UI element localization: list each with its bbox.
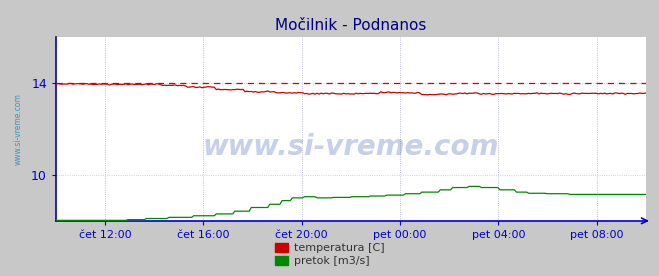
Title: Močilnik - Podnanos: Močilnik - Podnanos — [275, 18, 426, 33]
Legend: temperatura [C], pretok [m3/s]: temperatura [C], pretok [m3/s] — [270, 238, 389, 270]
Text: www.si-vreme.com: www.si-vreme.com — [13, 93, 22, 165]
Text: www.si-vreme.com: www.si-vreme.com — [203, 133, 499, 161]
